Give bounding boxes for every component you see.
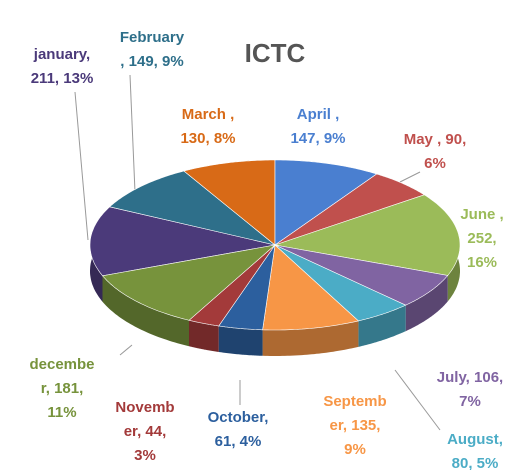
data-label: 252, [467,230,496,247]
data-label: , 149, 9% [120,53,183,70]
slice [218,244,276,331]
slice [274,194,461,276]
data-label: August, [447,431,503,448]
leader-lines [74,74,441,431]
slice [274,159,378,246]
data-label: 130, 8% [180,130,235,147]
slice [262,244,360,331]
data-label: er, 135, [330,417,381,434]
data-label: February [120,29,185,46]
data-label: Septemb [323,393,386,410]
slice [101,244,277,321]
slice-side [102,275,189,347]
slice [274,244,449,306]
data-label: May , 90, [404,131,467,148]
slice [89,206,276,277]
data-label: 11% [47,404,76,421]
data-label: July, 106, [437,369,503,386]
chart-title: ICTC [245,38,306,68]
slice [274,173,426,246]
data-label: decembe [29,356,94,373]
slice [183,159,276,246]
data-label: 6% [424,155,446,172]
pie [89,159,461,356]
slice-side [218,326,263,356]
data-label: 147, 9% [290,130,345,147]
data-label: 3% [134,447,156,464]
data-label: 80, 5% [452,455,499,470]
pie-tops [89,159,461,331]
data-label: 61, 4% [215,433,262,450]
data-label: 9% [344,441,366,458]
data-label: 7% [459,393,481,410]
slice [188,244,276,327]
data-label: er, 44, [124,423,167,440]
slice [274,244,407,322]
data-label: April , [297,106,340,123]
data-label: October, [208,409,269,426]
data-label: 211, 13% [31,70,94,87]
data-label: March , [182,106,235,123]
slice-side [262,320,359,356]
slice-side [189,320,219,352]
data-label: r, 181, [41,380,84,397]
data-label: Novemb [115,399,174,416]
slice-side [405,275,448,332]
data-label: 16% [467,254,497,271]
slice-side [358,305,406,347]
data-label: january, [33,46,90,63]
slice [109,170,276,246]
data-label: June , [460,206,503,223]
